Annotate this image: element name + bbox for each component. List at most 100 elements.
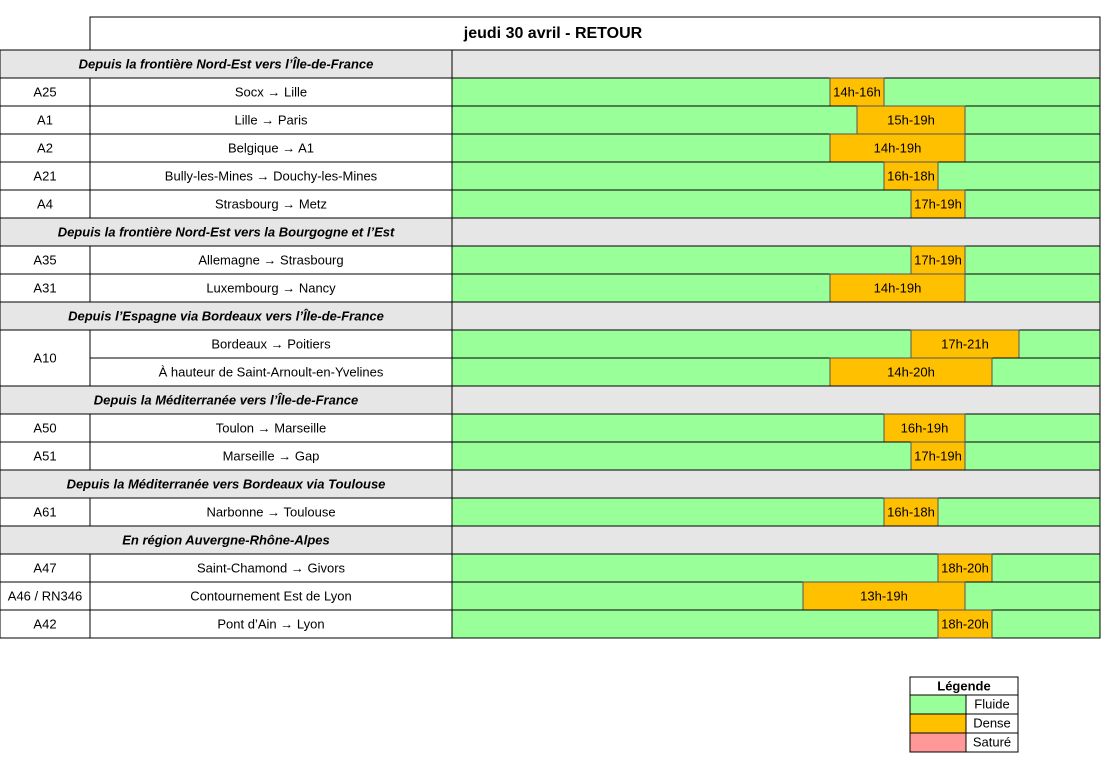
section-header (0, 217, 1101, 247)
fluid-span (451, 273, 1101, 303)
fluid-span (451, 413, 1101, 443)
route: Contournement Est de Lyon (190, 588, 351, 603)
route: À hauteur de Saint-Arnoult-en-Yvelines (159, 364, 384, 379)
route: Socx → Lille (235, 84, 307, 99)
dense-span (829, 133, 966, 163)
fluid-span (451, 357, 1101, 387)
dense-label: 14h-19h (874, 140, 922, 155)
dense-span (883, 497, 939, 527)
legend-title: Légende (937, 678, 990, 693)
title-cell (89, 16, 1101, 51)
route: Toulon → Marseille (216, 420, 327, 435)
fluid-span (451, 161, 1101, 191)
road: A10 (33, 350, 56, 365)
route: Saint-Chamond → Givors (197, 560, 346, 575)
road: A50 (33, 420, 56, 435)
route: Pont d’Ain → Lyon (217, 616, 324, 631)
legend-label-cell (965, 732, 1019, 753)
section-header (0, 469, 1101, 499)
dense-span (910, 441, 966, 471)
section-header (0, 301, 1101, 331)
dense-span (883, 413, 966, 443)
road-cell (0, 609, 91, 639)
dense-label: 14h-19h (874, 280, 922, 295)
dense-span (937, 553, 993, 583)
route: Luxembourg → Nancy (206, 280, 336, 295)
road: A42 (33, 616, 56, 631)
legend-label: Saturé (973, 734, 1011, 749)
road: A21 (33, 168, 56, 183)
fluid-span (451, 189, 1101, 219)
fluid-span (451, 609, 1101, 639)
legend-swatch (909, 732, 967, 753)
fluid-span (451, 105, 1101, 135)
route: Bully-les-Mines → Douchy-les-Mines (165, 168, 378, 183)
section-title: Depuis la frontière Nord-Est vers la Bou… (58, 224, 395, 239)
dense-label: 16h-18h (887, 168, 935, 183)
fluid-span (451, 77, 1101, 107)
dense-span (829, 357, 993, 387)
dense-label: 15h-19h (887, 112, 935, 127)
fluid-span (451, 441, 1101, 471)
section-title: Depuis la Méditerranée vers Bordeaux via… (67, 476, 386, 491)
dense-label: 14h-20h (887, 364, 935, 379)
route-cell (89, 441, 453, 471)
road-cell (0, 245, 91, 275)
dense-label: 17h-21h (941, 336, 989, 351)
dense-label: 18h-20h (941, 616, 989, 631)
route-cell (89, 609, 453, 639)
route: Allemagne → Strasbourg (198, 252, 343, 267)
road-cell (0, 105, 91, 135)
road: A2 (37, 140, 53, 155)
dense-label: 17h-19h (914, 196, 962, 211)
route-cell (89, 497, 453, 527)
section-title: Depuis l’Espagne via Bordeaux vers l’Île… (68, 308, 384, 323)
fluid-span (451, 497, 1101, 527)
road: A25 (33, 84, 56, 99)
legend-label: Fluide (974, 696, 1009, 711)
section-title: Depuis la Méditerranée vers l’Île-de-Fra… (94, 392, 358, 407)
road-cell (0, 329, 91, 387)
title: jeudi 30 avril - RETOUR (463, 25, 643, 42)
road: A61 (33, 504, 56, 519)
route: Lille → Paris (235, 112, 308, 127)
legend-swatch (909, 713, 967, 734)
dense-span (910, 245, 966, 275)
fluid-span (451, 581, 1101, 611)
dense-label: 16h-19h (901, 420, 949, 435)
route: Strasbourg → Metz (215, 196, 327, 211)
road: A51 (33, 448, 56, 463)
route-cell (89, 161, 453, 191)
dense-label: 16h-18h (887, 504, 935, 519)
road: A35 (33, 252, 56, 267)
route-cell (89, 553, 453, 583)
dense-span (910, 329, 1020, 359)
route-cell (89, 581, 453, 611)
dense-label: 14h-16h (833, 84, 881, 99)
route-cell (89, 273, 453, 303)
section-header (0, 49, 1101, 79)
road: A46 / RN346 (8, 588, 82, 603)
route: Belgique → A1 (228, 140, 314, 155)
dense-label: 17h-19h (914, 448, 962, 463)
fluid-span (451, 133, 1101, 163)
dense-label: 17h-19h (914, 252, 962, 267)
route: Bordeaux → Poitiers (211, 336, 331, 351)
section-title: Depuis la frontière Nord-Est vers l’Île-… (79, 56, 374, 71)
dense-span (856, 105, 966, 135)
route-cell (89, 245, 453, 275)
road: A47 (33, 560, 56, 575)
road: A1 (37, 112, 53, 127)
fluid-span (451, 553, 1101, 583)
route-cell (89, 133, 453, 163)
road: A31 (33, 280, 56, 295)
legend-label: Dense (973, 715, 1011, 730)
legend-swatch (909, 694, 967, 715)
route: Marseille → Gap (223, 448, 320, 463)
dense-label: 18h-20h (941, 560, 989, 575)
route-cell (89, 329, 453, 359)
dense-label: 13h-19h (860, 588, 908, 603)
road: A4 (37, 196, 53, 211)
fluid-span (451, 245, 1101, 275)
